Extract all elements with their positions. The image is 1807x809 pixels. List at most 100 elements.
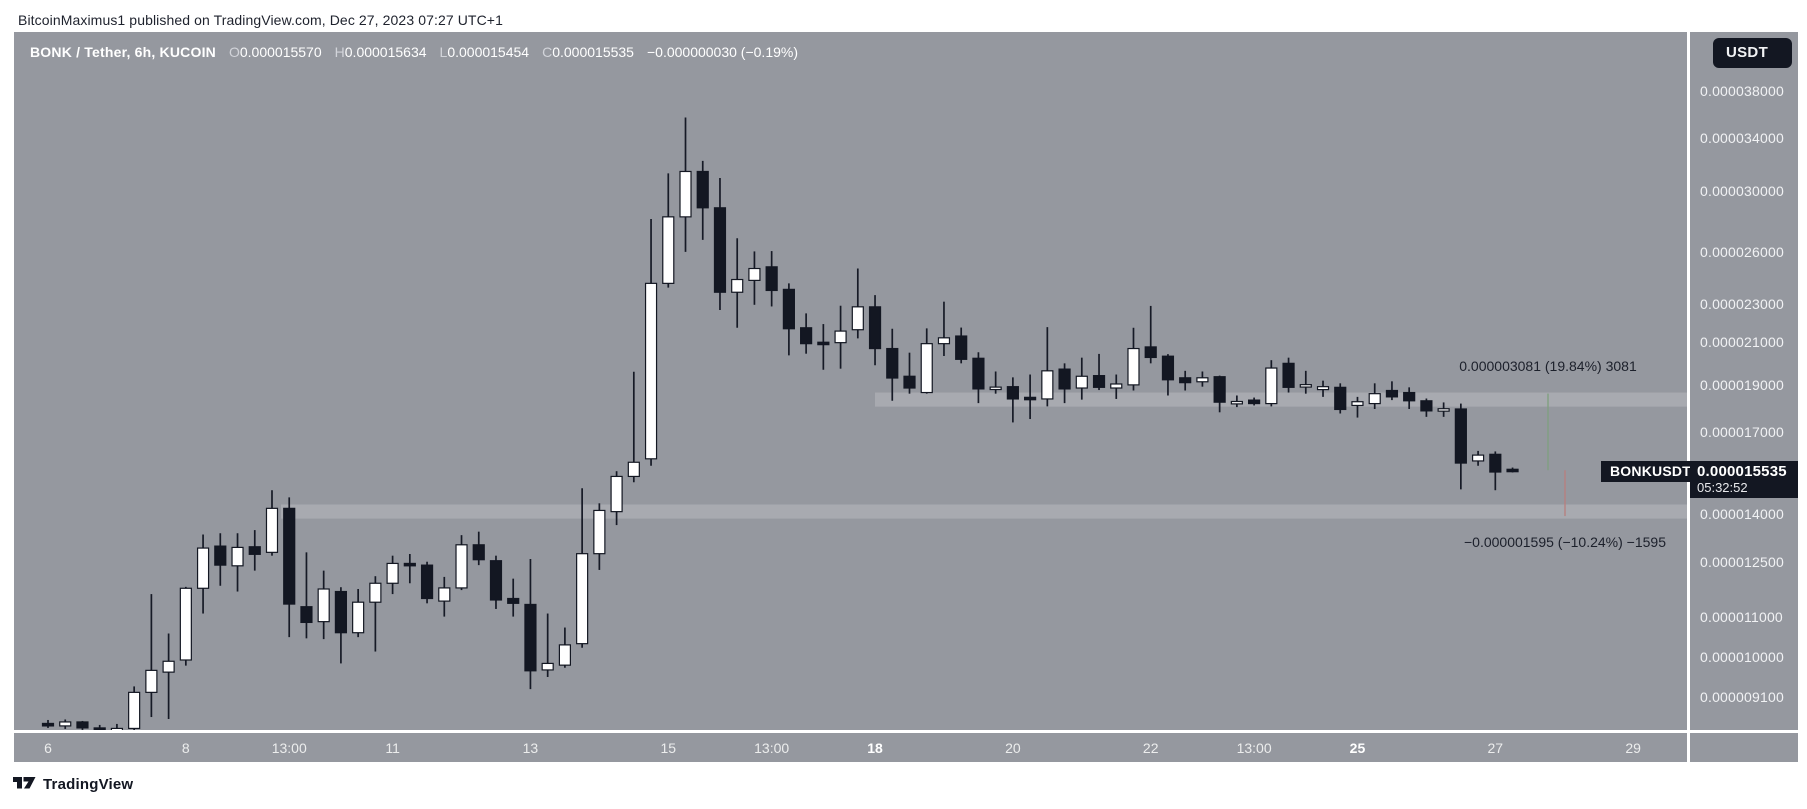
candle-body	[1110, 383, 1123, 389]
price-tick-label: 0.000012500	[1700, 554, 1784, 571]
candle-body	[1265, 367, 1278, 405]
time-tick-label: 13:00	[754, 740, 790, 756]
time-tick-label: 8	[181, 740, 190, 756]
candle-body	[265, 507, 279, 553]
price-tick-label: 0.000026000	[1700, 243, 1784, 260]
candle-body	[128, 691, 141, 730]
plot-area[interactable]	[41, 117, 1688, 731]
candle-body	[507, 597, 520, 604]
price-tick-label: 0.000021000	[1700, 334, 1784, 351]
time-tick-label: 25	[1349, 740, 1366, 756]
candle-body	[1041, 370, 1054, 400]
candle-body	[1196, 377, 1209, 383]
price-tick-label: 0.000011000	[1700, 608, 1783, 625]
candle-body	[817, 341, 830, 346]
candle-body	[1368, 393, 1381, 405]
tradingview-logo[interactable]: TradingView	[13, 776, 133, 793]
ohlc-close: C0.000015535	[542, 44, 634, 60]
price-tick-label: 0.000034000	[1700, 130, 1784, 147]
candle-body	[1506, 468, 1519, 473]
candle-body	[1247, 399, 1261, 405]
candle-body	[903, 375, 916, 389]
time-tick-label: 20	[1005, 740, 1021, 756]
down-measure-line	[1564, 470, 1566, 517]
candle-body	[868, 306, 882, 350]
ohlc-high: H0.000015634	[334, 44, 427, 60]
candle-body	[662, 216, 675, 284]
candle-body	[76, 721, 89, 729]
currency-badge[interactable]: USDT	[1713, 38, 1792, 68]
candle-body	[162, 660, 175, 673]
candle-body	[1144, 346, 1157, 359]
candle-body	[369, 582, 382, 603]
bar-countdown: 05:32:52	[1697, 480, 1748, 495]
candle-body	[1092, 375, 1106, 388]
candle-body	[403, 562, 416, 567]
candle-body	[524, 603, 537, 672]
price-tick-label: 0.000038000	[1700, 83, 1784, 99]
candle-body	[679, 170, 692, 218]
measure-up-label[interactable]: 0.000003081 (19.84%) 3081	[1459, 358, 1637, 374]
candle-body	[386, 562, 399, 584]
candle-body	[1075, 375, 1088, 389]
candle-body	[179, 587, 192, 661]
candle-body	[1437, 408, 1450, 412]
time-tick-label: 18	[867, 740, 883, 756]
ohlc-open: O0.000015570	[228, 44, 322, 60]
measure-down-label[interactable]: −0.000001595 (−10.24%) −1595	[1463, 534, 1667, 550]
candle-body	[196, 547, 210, 589]
candle-body	[1420, 400, 1433, 412]
time-tick-label: 27	[1487, 740, 1504, 756]
price-tick-label: 0.000019000	[1700, 376, 1784, 393]
candle-body	[438, 587, 451, 602]
candle-body	[627, 461, 640, 478]
candle-body	[334, 590, 348, 634]
ohlc-low: L0.000015454	[439, 44, 530, 60]
candle-body	[352, 601, 365, 634]
chart-background	[14, 32, 1798, 762]
candle-body	[1316, 386, 1330, 391]
candle-body	[696, 170, 709, 209]
candle-body	[1058, 368, 1071, 390]
candle-body	[1213, 376, 1226, 403]
candle-body	[317, 588, 330, 623]
candle-body	[283, 507, 296, 605]
candle-body	[214, 545, 227, 566]
candle-body	[1179, 377, 1192, 384]
symbol-title[interactable]: BONK / Tether, 6h, KUCOIN	[30, 44, 216, 60]
price-tick-label: 0.000023000	[1700, 295, 1784, 312]
candle-body	[93, 727, 106, 730]
candle-body	[1282, 362, 1295, 388]
candle-body	[748, 267, 761, 281]
last-price-badge: 0.000015535 05:32:52	[1690, 461, 1798, 498]
symbol-price-tag: BONKUSDT	[1601, 461, 1700, 482]
time-tick-label: 6	[44, 740, 52, 756]
candle-body	[576, 553, 589, 645]
candle-body	[455, 544, 468, 589]
candle-body	[989, 386, 1002, 391]
candle-body	[765, 266, 778, 292]
candle-body	[834, 330, 847, 344]
tradingview-logo-icon	[13, 777, 36, 789]
time-tick-label: 11	[385, 740, 400, 756]
candle-body	[1351, 401, 1364, 407]
candle-body	[300, 606, 313, 624]
support-zone	[281, 504, 1687, 519]
price-tick-label: 0.000014000	[1700, 506, 1784, 523]
candle-body	[1024, 396, 1037, 401]
candle-body	[800, 327, 813, 345]
time-tick-label: 15	[660, 740, 677, 756]
candle-body	[489, 560, 503, 601]
candle-body	[731, 278, 744, 293]
candle-body	[59, 721, 72, 727]
candle-body	[972, 357, 985, 390]
candle-body	[1230, 400, 1243, 405]
candle-body	[1385, 389, 1399, 398]
candle-body	[713, 207, 727, 293]
candle-body	[644, 282, 658, 460]
price-tick-label: 0.000009100	[1700, 689, 1784, 705]
candle-body	[886, 347, 899, 379]
candle-body	[1299, 384, 1312, 388]
